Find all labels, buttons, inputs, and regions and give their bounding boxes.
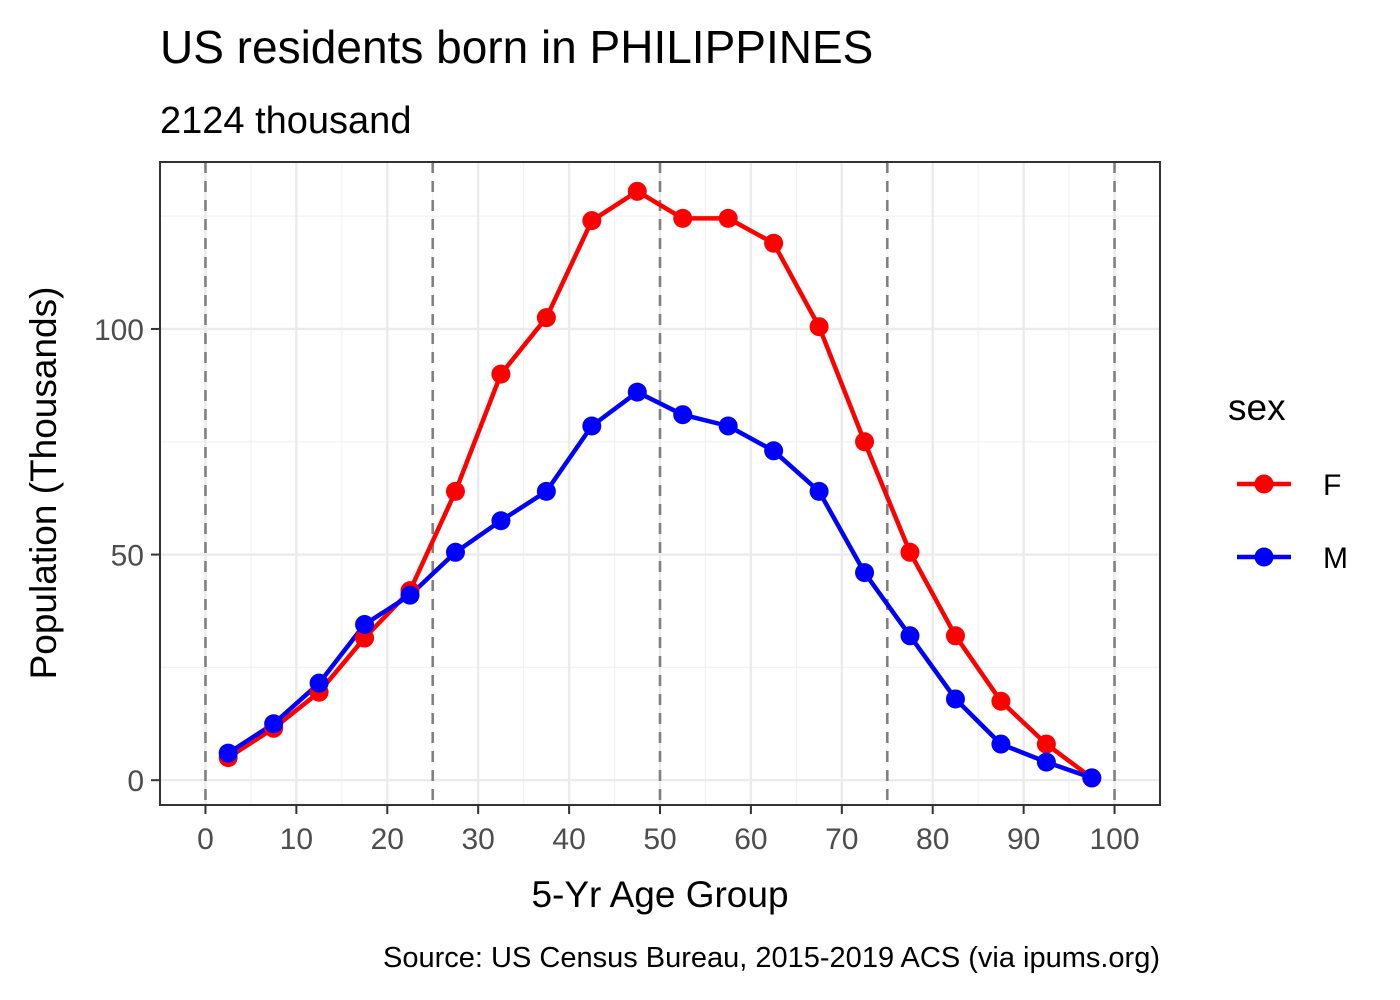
data-point-M [855,563,875,583]
data-point-M [355,615,375,635]
data-point-F [855,432,875,452]
legend-label-F: F [1323,469,1341,502]
chart-title: US residents born in PHILIPPINES [160,21,873,73]
x-tick-label: 10 [280,823,313,856]
data-point-M [218,743,238,763]
x-axis: 0 10 20 30 40 50 60 70 80 90 100 [197,805,1140,856]
series-points [218,181,1102,788]
data-point-M [991,734,1011,754]
data-point-F [582,211,602,231]
data-point-M [627,382,647,402]
reference-lines [204,162,1116,805]
x-tick-label: 40 [552,823,585,856]
x-tick-label: 70 [825,823,858,856]
x-tick-label: 30 [461,823,494,856]
data-point-F [445,481,465,501]
x-tick-label: 0 [197,823,214,856]
chart-caption: Source: US Census Bureau, 2015-2019 ACS … [383,942,1160,974]
x-tick-label: 90 [1007,823,1040,856]
data-point-M [491,511,511,531]
legend-key-point-F [1254,474,1274,494]
x-tick-label: 80 [916,823,949,856]
y-tick-label: 50 [111,540,144,573]
data-point-F [673,208,693,228]
data-point-M [536,481,556,501]
data-point-F [718,208,738,228]
x-tick-label: 20 [371,823,404,856]
x-axis-title: 5-Yr Age Group [531,874,788,915]
data-point-F [809,317,829,337]
data-point-F [1036,734,1056,754]
data-point-M [764,441,784,461]
data-point-F [491,364,511,384]
data-point-F [764,233,784,253]
data-point-F [355,628,375,648]
data-point-M [718,416,738,436]
data-point-M [673,405,693,425]
data-point-M [945,689,965,709]
data-point-M [900,626,920,646]
legend-label-M: M [1323,542,1348,575]
x-tick-label: 100 [1090,823,1140,856]
data-point-M [809,481,829,501]
legend-title: sex [1228,387,1286,428]
data-point-M [400,585,420,605]
data-point-M [309,673,329,693]
y-axis-title: Population (Thousands) [23,287,64,680]
x-tick-label: 60 [734,823,767,856]
data-point-M [1036,752,1056,772]
legend-key-point-M [1254,547,1274,567]
data-point-F [627,181,647,201]
legend: sex F M [1228,387,1348,575]
data-point-F [536,308,556,328]
data-point-M [264,714,284,734]
y-axis: 0 50 100 [94,314,160,798]
data-point-F [945,626,965,646]
data-point-F [991,691,1011,711]
data-point-M [1082,768,1102,788]
data-point-M [445,542,465,562]
data-point-F [900,542,920,562]
x-tick-label: 50 [643,823,676,856]
y-tick-label: 100 [94,314,144,347]
y-tick-label: 0 [127,765,144,798]
data-point-M [582,416,602,436]
chart-subtitle: 2124 thousand [160,100,411,142]
